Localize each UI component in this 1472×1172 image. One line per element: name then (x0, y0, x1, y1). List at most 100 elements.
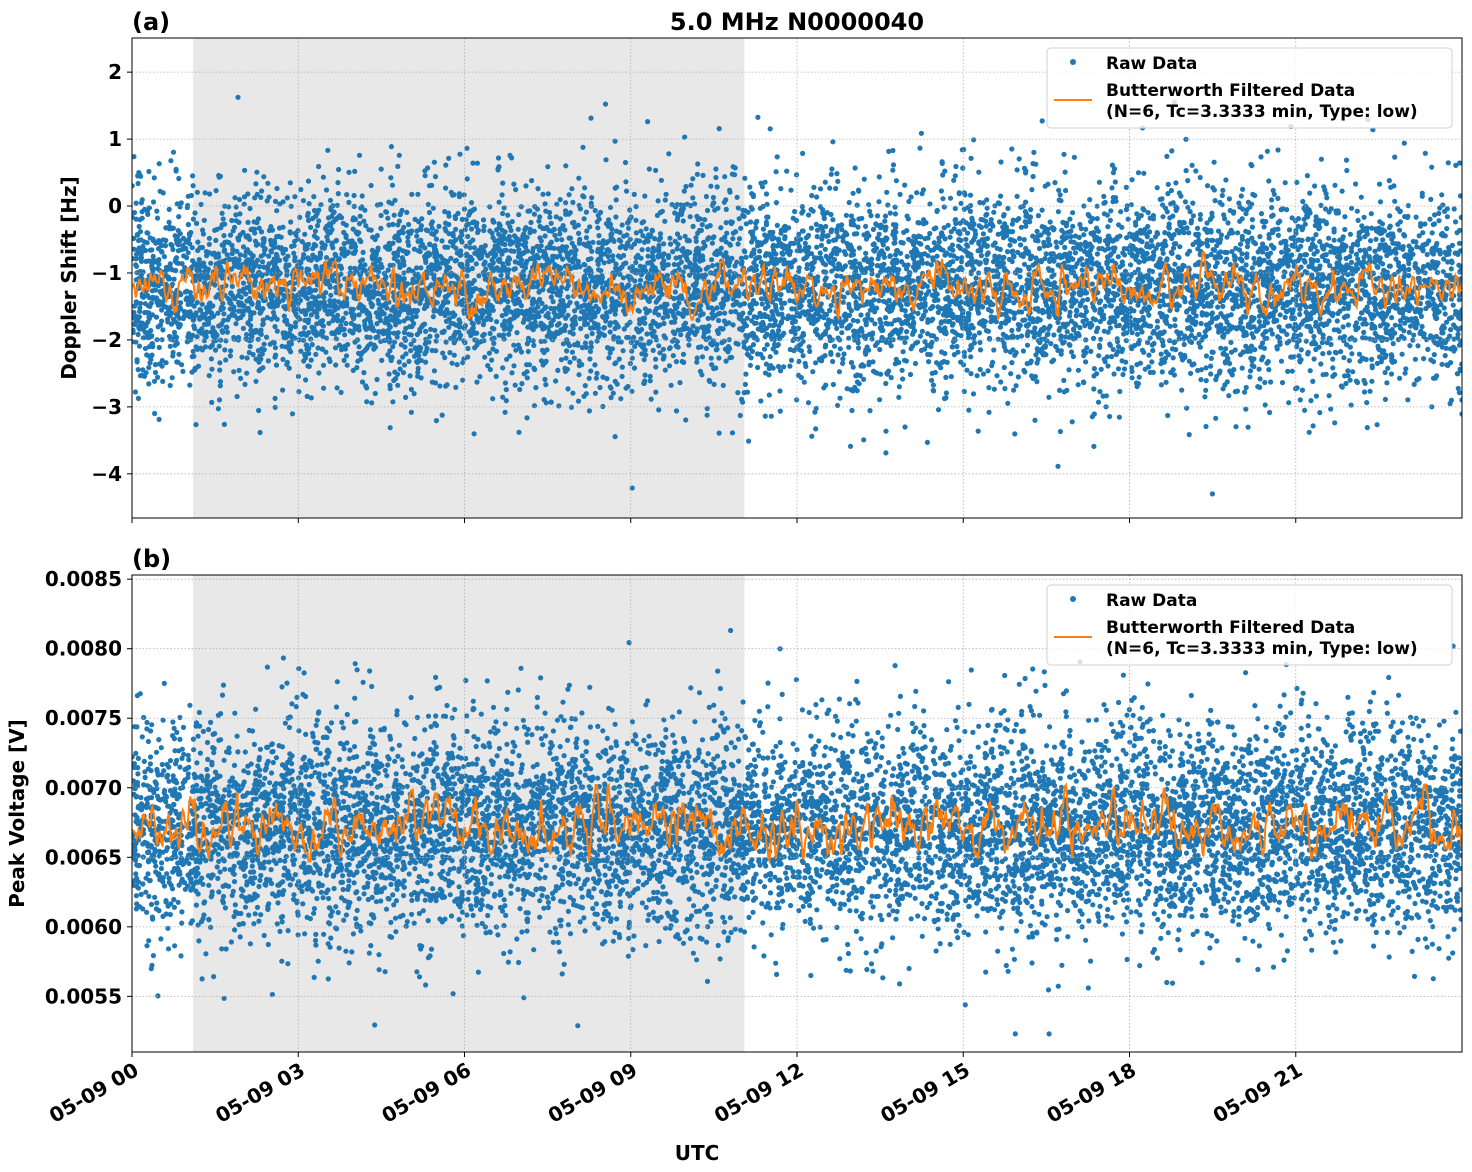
raw-data-point (1344, 167, 1350, 174)
raw-data-point (1367, 388, 1373, 394)
raw-data-point (727, 189, 733, 195)
raw-data-point (605, 238, 612, 244)
raw-data-point (1386, 178, 1392, 184)
raw-data-point (224, 329, 230, 335)
raw-data-point (334, 385, 340, 391)
raw-data-point (834, 325, 840, 331)
raw-data-point (554, 201, 560, 207)
raw-data-point (1202, 329, 1208, 335)
raw-data-point (1297, 397, 1303, 403)
raw-data-point (312, 228, 318, 234)
raw-data-point (333, 362, 339, 368)
raw-data-point (1415, 343, 1421, 349)
raw-data-point (1013, 350, 1019, 356)
raw-data-point (1257, 376, 1263, 382)
raw-data-point (253, 378, 259, 384)
raw-data-point (717, 310, 723, 316)
raw-data-point (1385, 365, 1391, 371)
raw-data-point (1172, 323, 1178, 329)
raw-data-point (528, 219, 534, 226)
raw-data-point (1320, 351, 1326, 357)
raw-data-point (830, 139, 836, 145)
raw-data-point (1091, 386, 1097, 392)
raw-data-point (529, 301, 536, 307)
raw-data-point (152, 369, 159, 376)
raw-data-point (1354, 208, 1360, 214)
raw-data-point (491, 219, 497, 225)
raw-data-point (907, 371, 914, 378)
raw-data-point (313, 351, 319, 357)
raw-data-point (1345, 322, 1351, 328)
raw-data-point (1208, 371, 1214, 377)
raw-data-point (144, 352, 150, 358)
raw-data-point (247, 343, 253, 350)
raw-data-point (641, 219, 647, 225)
raw-data-point (1028, 207, 1034, 213)
raw-data-point (595, 334, 602, 340)
raw-data-point (852, 384, 858, 390)
raw-data-point (189, 354, 195, 360)
raw-data-point (338, 389, 344, 395)
raw-data-point (220, 305, 226, 311)
raw-data-point (842, 311, 848, 317)
raw-data-point (1406, 273, 1412, 279)
raw-data-point (318, 321, 325, 327)
raw-data-point (653, 167, 659, 173)
raw-data-point (803, 254, 809, 261)
raw-data-point (144, 310, 150, 316)
raw-data-point (915, 220, 921, 226)
raw-data-point (1197, 174, 1203, 181)
raw-data-point (255, 348, 261, 354)
raw-data-point (1364, 400, 1370, 406)
raw-data-point (1043, 251, 1049, 257)
raw-data-point (1084, 345, 1090, 351)
raw-data-point (627, 236, 633, 242)
raw-data-point (806, 344, 812, 350)
raw-data-point (747, 362, 754, 368)
raw-data-point (758, 296, 765, 302)
raw-data-point (986, 409, 992, 415)
raw-data-point (1102, 303, 1108, 309)
raw-data-point (592, 390, 599, 396)
raw-data-point (822, 277, 828, 283)
raw-data-point (666, 346, 673, 352)
raw-data-point (890, 162, 897, 168)
raw-data-point (1403, 366, 1409, 372)
raw-data-point (464, 273, 470, 279)
raw-data-point (813, 426, 819, 432)
raw-data-point (678, 332, 684, 338)
raw-data-point (453, 257, 459, 263)
raw-data-point (800, 353, 806, 359)
raw-data-point (1397, 227, 1403, 233)
raw-data-point (782, 236, 788, 242)
raw-data-point (766, 392, 772, 398)
raw-data-point (576, 372, 582, 378)
raw-data-point (1318, 361, 1324, 367)
raw-data-point (994, 373, 1000, 379)
raw-data-point (663, 191, 669, 197)
raw-data-point (1009, 221, 1016, 227)
raw-data-point (710, 194, 717, 201)
raw-data-point (814, 194, 820, 200)
raw-data-point (1305, 236, 1311, 242)
raw-data-point (229, 283, 235, 289)
raw-data-point (1154, 185, 1160, 191)
raw-data-point (335, 191, 341, 197)
raw-data-point (823, 382, 829, 388)
raw-data-point (924, 244, 931, 250)
raw-data-point (938, 188, 945, 194)
raw-data-point (187, 382, 193, 388)
raw-data-point (251, 310, 257, 316)
raw-data-point (837, 346, 843, 352)
raw-data-point (534, 243, 540, 249)
raw-data-point (633, 204, 639, 210)
raw-data-point (1123, 359, 1129, 365)
raw-data-point (1036, 258, 1042, 264)
raw-data-point (439, 238, 445, 244)
raw-data-point (436, 223, 442, 229)
raw-data-point (1303, 338, 1309, 344)
raw-data-point (452, 312, 458, 318)
raw-data-point (150, 199, 157, 205)
